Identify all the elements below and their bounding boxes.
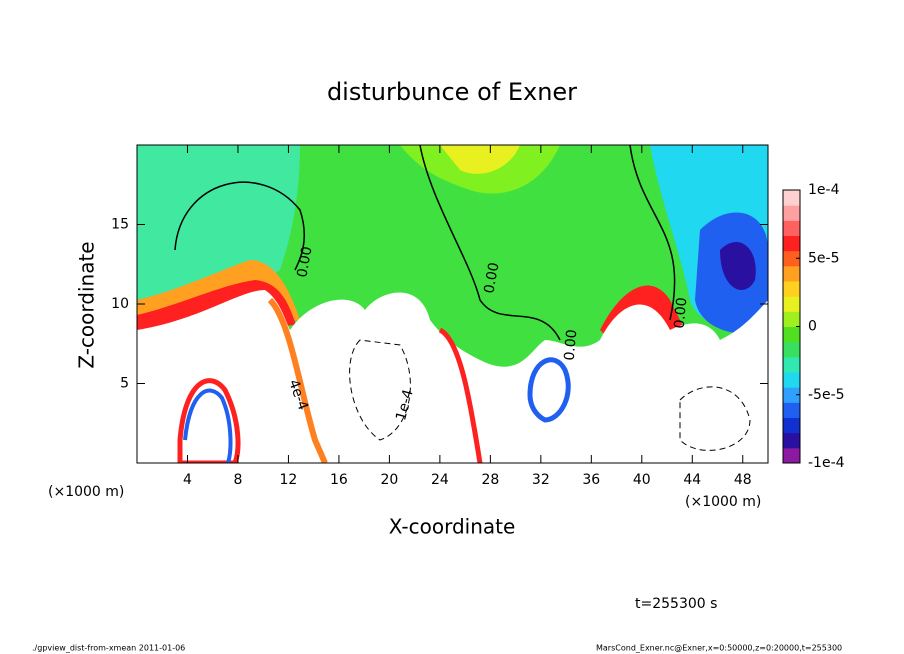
x-tick-label: 24 — [431, 472, 449, 488]
y-axis-label: Z-coordinate — [75, 241, 99, 368]
colorbar-segment — [783, 250, 800, 267]
contour-label: 0.00 — [562, 329, 581, 361]
x-tick-label: 36 — [582, 472, 600, 488]
x-tick-label: 16 — [330, 472, 348, 488]
x-unit: (×1000 m) — [48, 484, 124, 500]
colorbar-tick-label: -1e-4 — [808, 455, 845, 471]
colorbar-segment — [783, 235, 800, 252]
y-tick-label: 5 — [120, 376, 129, 392]
x-tick-label: 4 — [183, 472, 192, 488]
contour-label: 0.00 — [672, 297, 691, 329]
colorbar-tick-label: -5e-5 — [808, 387, 845, 403]
colorbar-tick-label: 1e-4 — [808, 182, 840, 198]
contour-label: 0.00 — [481, 261, 502, 294]
colorbar-segment — [783, 296, 800, 312]
colorbar-tick-label: 0 — [808, 319, 817, 335]
x-tick-label: 12 — [280, 472, 298, 488]
footer: MarsCond_Exner.nc@Exner,x=0:50000,z=0:20… — [596, 644, 842, 653]
colorbar-segment — [783, 417, 800, 434]
footer: ./gpview_dist-from-xmean 2011-01-06 — [32, 644, 185, 653]
colorbar-segment — [783, 372, 800, 388]
colorbar-segment — [783, 356, 800, 373]
colorbar-segment — [783, 281, 800, 297]
colorbar-segment — [783, 387, 800, 403]
y-tick-label: 15 — [111, 217, 129, 233]
colorbar-segment — [783, 402, 800, 418]
colorbar-segment — [783, 265, 800, 282]
colorbar-segment — [783, 311, 800, 327]
x-tick-label: 40 — [633, 472, 651, 488]
colorbar-segment — [783, 190, 800, 206]
x-tick-label: 20 — [380, 472, 398, 488]
x-tick-label: 32 — [532, 472, 550, 488]
x-tick-label: 44 — [683, 472, 701, 488]
colorbar-segment — [783, 220, 800, 236]
contour-label: 1e-4 — [393, 388, 417, 423]
time-label: t=255300 s — [635, 596, 717, 612]
x-tick-label: 48 — [734, 472, 752, 488]
colorbar-segment — [783, 326, 800, 343]
colorbar-segment — [783, 432, 800, 449]
y-tick-label: 10 — [111, 296, 129, 312]
x-unit: (×1000 m) — [685, 494, 761, 510]
contour-field — [137, 145, 768, 463]
colorbar-segment — [783, 205, 800, 221]
x-tick-label: 28 — [481, 472, 499, 488]
x-tick-label: 8 — [233, 472, 242, 488]
chart-title: disturbunce of Exner — [327, 78, 577, 106]
contour-label: 0.00 — [294, 245, 315, 278]
colorbar-segment — [783, 447, 800, 464]
x-axis-label: X-coordinate — [389, 515, 516, 539]
colorbar-tick-label: 5e-5 — [808, 250, 839, 266]
colorbar-segment — [783, 341, 800, 358]
